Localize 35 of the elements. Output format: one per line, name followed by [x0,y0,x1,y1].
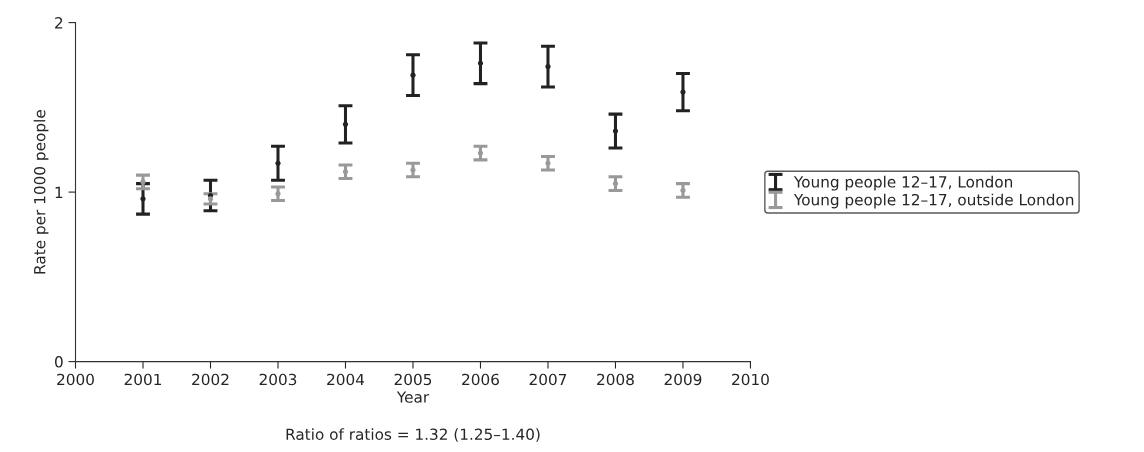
x-tick-label: 2004 [327,373,365,386]
point [545,160,551,166]
x-tick-label: 2010 [732,373,769,386]
x-tick-label: 2008 [597,373,634,386]
x-tick-label: 2009 [664,373,702,386]
x-tick-label: 2000 [57,373,94,386]
x-axis-title: Year [396,391,430,403]
y-tick-label: 0 [54,356,63,368]
point [342,169,349,175]
x-tick-label: 2001 [124,373,162,386]
point [477,60,484,66]
point [477,150,484,156]
point [680,89,686,95]
y-tick-label: 1 [55,186,63,198]
point [140,179,146,185]
x-tick-label: 2003 [259,373,297,386]
x-tick-label: 2002 [192,373,229,386]
legend-label: Young people 12–17, outside London [793,193,1074,209]
y-tick-label: 2 [55,17,63,29]
point [612,128,619,134]
point [612,181,619,187]
point [680,187,686,193]
point [342,121,349,127]
point [545,64,551,70]
point [275,191,281,197]
point [410,72,416,78]
x-tick-label: 2006 [462,373,499,386]
point [275,160,281,166]
point [140,196,146,202]
x-tick-label: 2007 [529,373,567,386]
legend-label: Young people 12–17, London [793,175,1013,191]
x-tick-label: 2005 [394,373,432,386]
text: Ratio of ratios = 1.32 (1.25–1.40) [286,428,540,442]
y-axis-title: Rate per 1000 people [33,110,49,274]
point [410,167,416,173]
